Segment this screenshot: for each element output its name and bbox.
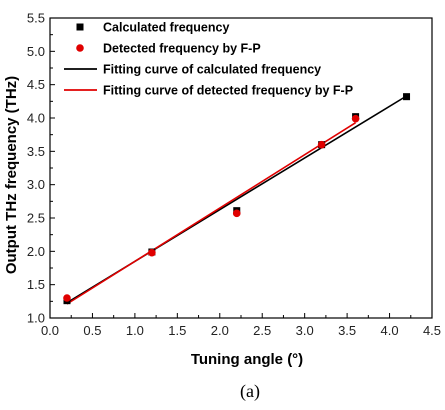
y-tick-label: 4.0 xyxy=(27,111,45,126)
x-tick-label: 0.5 xyxy=(83,323,101,338)
tick-group: 0.0 0.5 1.0 1.5 2.0 2.5 3.0 3.5 4.0 4.5 1.0 1.5 2.0 2… xyxy=(27,11,441,339)
data-point-detected xyxy=(351,114,360,123)
y-tick-label: 4.5 xyxy=(27,77,45,92)
x-axis-title: Tuning angle (°) xyxy=(191,351,303,368)
y-tick-label: 5.5 xyxy=(27,11,45,26)
x-tick-label: 4.0 xyxy=(381,323,399,338)
y-tick-label: 1.5 xyxy=(27,277,45,292)
y-tick-label: 1.0 xyxy=(27,311,45,326)
data-point-detected xyxy=(148,248,156,257)
legend-label: Fitting curve of detected frequency by F… xyxy=(103,84,353,98)
data-point-detected xyxy=(232,209,241,218)
x-tick-label: 3.0 xyxy=(296,323,314,338)
legend-marker-circle xyxy=(76,44,84,52)
x-tick-label: 4.5 xyxy=(423,323,441,338)
legend-label: Fitting curve of calculated frequency xyxy=(103,63,321,77)
legend-label: Detected frequency by F-P xyxy=(103,42,261,56)
figure-caption: (a) xyxy=(240,381,260,402)
x-tick-label: 2.5 xyxy=(253,323,271,338)
data-point-calculated xyxy=(403,93,411,101)
legend-label: Calculated frequency xyxy=(103,21,229,35)
legend-marker-square xyxy=(76,23,84,31)
y-tick-label: 2.5 xyxy=(27,211,45,226)
series-group xyxy=(63,93,411,305)
data-point-detected xyxy=(63,294,71,302)
legend: Calculated frequency Detected frequency b… xyxy=(64,21,353,98)
y-tick-label: 3.5 xyxy=(27,144,45,159)
series-line-detected-fit xyxy=(66,122,357,305)
y-tick-label: 5.0 xyxy=(27,44,45,59)
data-point-detected xyxy=(317,140,326,149)
y-tick-label: 2.0 xyxy=(27,244,45,259)
y-tick-label: 3.0 xyxy=(27,177,45,192)
x-tick-label: 1.5 xyxy=(168,323,186,338)
x-tick-label: 3.5 xyxy=(338,323,356,338)
y-axis-title: Output THz frequency (THz) xyxy=(3,76,20,274)
x-tick-label: 0.0 xyxy=(41,323,59,338)
x-tick-label: 1.0 xyxy=(126,323,144,338)
x-tick-label: 2.0 xyxy=(211,323,229,338)
